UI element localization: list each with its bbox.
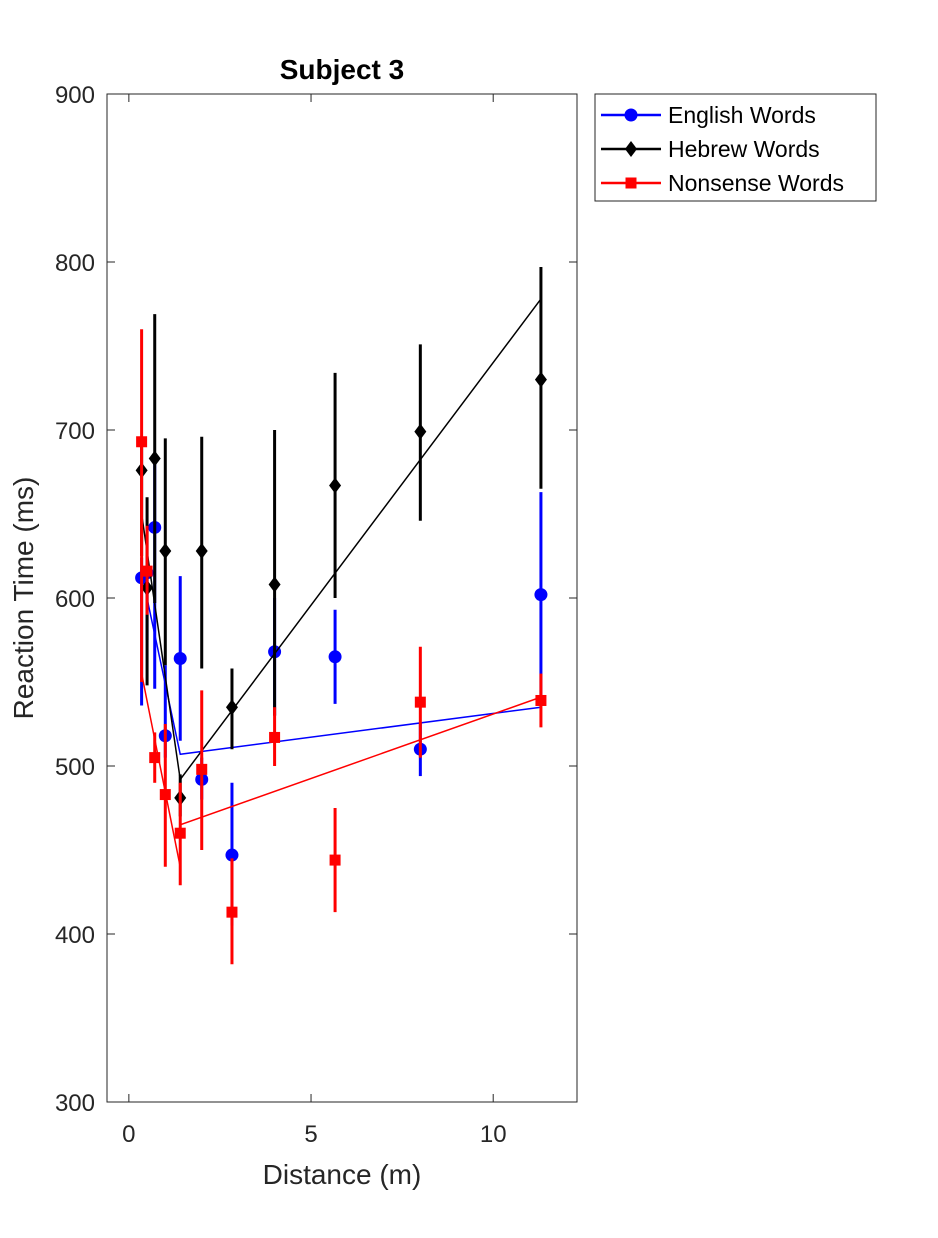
series-2	[136, 329, 547, 965]
legend-item: Nonsense Words	[601, 170, 844, 196]
data-point	[174, 827, 186, 839]
data-point	[414, 696, 426, 708]
data-point	[141, 565, 153, 577]
legend-label: English Words	[668, 102, 816, 128]
x-axis-label: Distance (m)	[263, 1159, 422, 1190]
data-point	[226, 906, 238, 918]
y-tick-label: 800	[55, 250, 95, 277]
data-point	[148, 450, 161, 467]
data-point	[159, 789, 171, 801]
data-point	[534, 588, 548, 602]
series-layer	[135, 267, 548, 965]
y-tick-label: 600	[55, 586, 95, 613]
y-tick-label: 900	[55, 82, 95, 109]
legend-item: Hebrew Words	[601, 136, 820, 162]
data-point	[195, 542, 208, 559]
data-point	[269, 731, 281, 743]
data-point	[535, 694, 547, 706]
axes-layer: 0 5 10 300 400 500 600 700 800 900	[55, 82, 578, 1148]
data-point	[328, 650, 342, 664]
y-tick-label: 500	[55, 754, 95, 781]
x-tick-label: 10	[480, 1121, 507, 1148]
legend-marker	[624, 108, 638, 122]
data-point	[159, 542, 172, 559]
series-1	[135, 267, 547, 817]
data-point	[329, 854, 341, 866]
y-axis-label: Reaction Time (ms)	[8, 477, 39, 720]
legend-item: English Words	[601, 102, 816, 128]
y-tick-label: 400	[55, 922, 95, 949]
y-tick-label: 700	[55, 418, 95, 445]
legend-label: Nonsense Words	[668, 170, 844, 196]
data-point	[225, 848, 239, 862]
legend-marker	[625, 141, 637, 157]
data-point	[329, 477, 342, 494]
data-point	[149, 752, 161, 764]
data-point	[136, 436, 148, 448]
data-point	[268, 576, 281, 593]
data-point	[196, 763, 208, 775]
data-point	[534, 371, 547, 388]
x-tick-label: 5	[304, 1121, 317, 1148]
chart-title: Subject 3	[280, 54, 404, 85]
legend-marker	[625, 177, 637, 189]
data-point	[414, 423, 427, 440]
data-point	[173, 651, 187, 665]
x-tick-label: 0	[122, 1121, 135, 1148]
legend: English Words Hebrew Words Nonsense Words	[594, 93, 877, 202]
data-point	[225, 699, 238, 716]
legend-label: Hebrew Words	[668, 136, 820, 162]
plot-area	[107, 94, 577, 1102]
y-tick-label: 300	[55, 1090, 95, 1117]
